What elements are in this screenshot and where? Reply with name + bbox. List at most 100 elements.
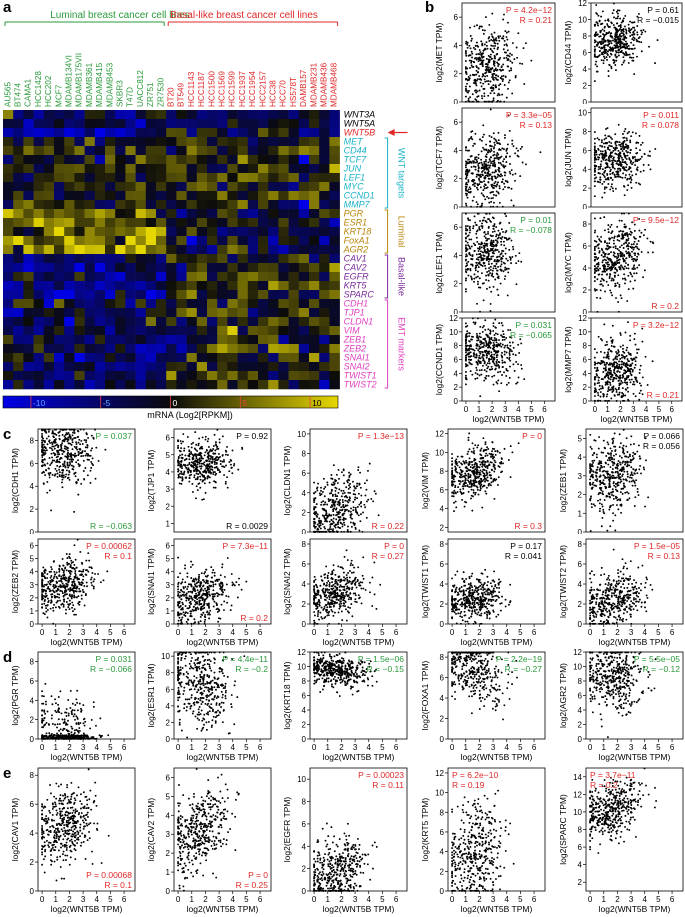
scatter-point [470, 60, 473, 63]
heatmap-cell [309, 335, 320, 345]
scatter-point [480, 95, 483, 97]
heatmap-cell [237, 380, 249, 390]
scatter-point [55, 428, 58, 431]
scatter-point [596, 65, 599, 68]
scatter-point [618, 153, 621, 155]
scatter-point [608, 381, 611, 384]
scatter-point [506, 344, 509, 347]
scatter-point [500, 334, 503, 337]
scatter-point [600, 141, 603, 144]
scatter-point [76, 448, 79, 451]
scatter-point [630, 47, 633, 50]
scatter-point [47, 467, 50, 470]
scatter-point [92, 437, 95, 440]
heatmap-cell [329, 218, 340, 228]
heatmap-cell [125, 173, 136, 183]
heatmap-cell [268, 317, 279, 327]
heatmap-cell [135, 335, 147, 345]
scatter-point [475, 354, 478, 357]
scatter-point [620, 148, 622, 151]
heatmap-cell [125, 128, 136, 138]
scatter-point [603, 351, 606, 354]
scatter-point [610, 142, 613, 145]
heatmap-cell [156, 254, 167, 264]
heatmap-cell [217, 290, 228, 300]
scatter-point [608, 160, 611, 163]
scatter-point [629, 230, 632, 233]
scatter-point [489, 108, 492, 111]
scatter-point [639, 364, 642, 367]
scatter-point [466, 267, 469, 270]
scatter-point [489, 67, 492, 70]
scatter-point [520, 364, 523, 367]
scatter-point [601, 182, 604, 185]
scatter-point [622, 172, 625, 175]
scatter-point [50, 441, 53, 444]
heatmap-cell [115, 254, 126, 264]
scatter-point [621, 356, 624, 359]
scatter-point [504, 275, 507, 278]
scatter-point [613, 394, 616, 397]
heatmap-cell [176, 173, 187, 183]
heatmap-cell [227, 182, 238, 192]
scatter-point [479, 220, 481, 222]
scatter-point [488, 40, 491, 42]
scatter-point [610, 279, 613, 282]
scatter-point [58, 475, 61, 478]
scatter-point [79, 428, 82, 431]
heatmap-cell [278, 191, 289, 201]
scatter-point [506, 356, 509, 359]
scatter-point [614, 35, 616, 38]
scatter-point [517, 260, 520, 263]
scatter-point [497, 158, 500, 161]
heatmap-cell [227, 290, 238, 300]
scatter-point [507, 271, 510, 274]
scatter-point [539, 151, 542, 154]
scatter-point [491, 234, 494, 237]
scatter-point [489, 56, 492, 59]
heatmap-cell [237, 335, 249, 345]
heatmap-cell [135, 182, 147, 192]
heatmap-cell [43, 272, 55, 282]
heatmap-cell [196, 245, 208, 255]
scatter-point [483, 255, 486, 257]
scatter-point [616, 140, 619, 143]
scatter-point [475, 73, 478, 76]
scatter-point [606, 58, 608, 61]
gene-group-label: Luminal [397, 216, 407, 248]
scatter-point [50, 447, 53, 450]
heatmap-cell [247, 236, 259, 246]
scatter-point [623, 265, 626, 268]
scatter-point [636, 33, 639, 36]
scatter-point [79, 443, 82, 446]
scatter-point [596, 22, 599, 25]
scatter-point [490, 44, 493, 47]
scatter-point [504, 165, 507, 168]
scatter-point [476, 373, 479, 376]
x-tick-label: 6 [542, 405, 547, 414]
scatter-point [53, 454, 56, 457]
scatter-point [481, 174, 484, 177]
heatmap-cell [207, 191, 218, 201]
scatter-point [615, 69, 617, 72]
heatmap-cell [207, 200, 218, 210]
scatter-point [627, 263, 630, 266]
scatter-point [486, 167, 489, 170]
heatmap-cell [278, 263, 289, 273]
scatter-point [490, 248, 493, 251]
scatter-point [55, 433, 58, 436]
scatter-point [593, 148, 596, 151]
scatter-point [611, 138, 613, 140]
scatter-point [510, 262, 513, 265]
heatmap-cell [278, 380, 289, 390]
scatter-point [607, 26, 610, 28]
scatter-point [466, 235, 469, 238]
heatmap-cell [94, 155, 106, 165]
heatmap-cell [43, 119, 55, 129]
scatter-point [89, 481, 92, 484]
scatter-point [612, 251, 615, 254]
scatter-point [604, 51, 607, 54]
y-tick-label: 0 [454, 203, 459, 209]
heatmap-cell [54, 272, 65, 282]
scatter-point [613, 237, 616, 239]
